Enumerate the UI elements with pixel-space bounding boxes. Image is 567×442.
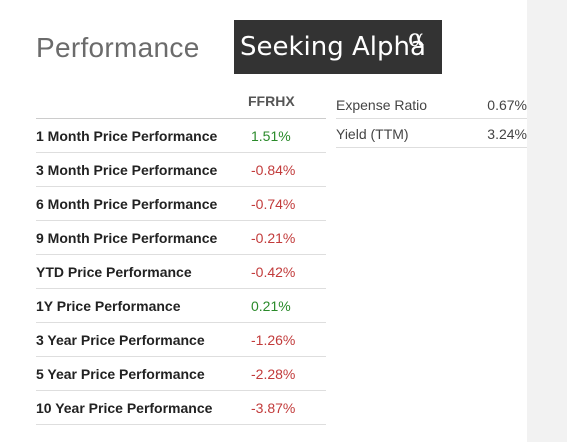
table-row: 10 Year Price Performance -3.87% bbox=[36, 391, 326, 425]
row-value: -1.26% bbox=[251, 332, 296, 348]
stat-value: 0.67% bbox=[487, 97, 527, 113]
table-row: 6 Month Price Performance -0.74% bbox=[36, 187, 326, 221]
stat-label: Expense Ratio bbox=[336, 97, 428, 113]
seeking-alpha-logo: Seeking Alpha α bbox=[234, 20, 442, 74]
table-row: 9 Month Price Performance -0.21% bbox=[36, 221, 326, 255]
row-label: 1Y Price Performance bbox=[36, 298, 181, 314]
row-value: -3.87% bbox=[251, 400, 296, 416]
row-label: 5 Year Price Performance bbox=[36, 366, 205, 382]
row-value: -0.42% bbox=[251, 264, 296, 280]
performance-table: 1 Month Price Performance 1.51% 3 Month … bbox=[36, 118, 326, 425]
row-label: 3 Year Price Performance bbox=[36, 332, 205, 348]
row-value: 0.21% bbox=[251, 298, 291, 314]
table-row: 3 Month Price Performance -0.84% bbox=[36, 153, 326, 187]
stat-yield: Yield (TTM) 3.24% bbox=[336, 119, 527, 148]
table-row: YTD Price Performance -0.42% bbox=[36, 255, 326, 289]
row-value: 1.51% bbox=[251, 128, 291, 144]
table-row: 1Y Price Performance 0.21% bbox=[36, 289, 326, 323]
row-value: -2.28% bbox=[251, 366, 296, 382]
table-row: 1 Month Price Performance 1.51% bbox=[36, 119, 326, 153]
row-label: 3 Month Price Performance bbox=[36, 162, 218, 178]
alpha-icon: α bbox=[408, 24, 425, 52]
row-label: 9 Month Price Performance bbox=[36, 230, 218, 246]
table-row: 3 Year Price Performance -1.26% bbox=[36, 323, 326, 357]
row-label: 1 Month Price Performance bbox=[36, 128, 218, 144]
row-value: -0.74% bbox=[251, 196, 296, 212]
ticker-column-header: FFRHX bbox=[248, 93, 295, 109]
row-label: 6 Month Price Performance bbox=[36, 196, 218, 212]
stat-expense-ratio: Expense Ratio 0.67% bbox=[336, 90, 527, 119]
table-divider bbox=[36, 118, 326, 119]
row-value: -0.21% bbox=[251, 230, 296, 246]
page-margin bbox=[527, 0, 567, 442]
logo-text: Seeking Alpha bbox=[240, 32, 426, 62]
row-label: 10 Year Price Performance bbox=[36, 400, 213, 416]
row-value: -0.84% bbox=[251, 162, 296, 178]
stat-value: 3.24% bbox=[487, 126, 527, 142]
fund-stats: Expense Ratio 0.67% Yield (TTM) 3.24% bbox=[336, 90, 527, 148]
table-row: 5 Year Price Performance -2.28% bbox=[36, 357, 326, 391]
stat-label: Yield (TTM) bbox=[336, 126, 409, 142]
page-title: Performance bbox=[36, 32, 200, 63]
row-label: YTD Price Performance bbox=[36, 264, 192, 280]
